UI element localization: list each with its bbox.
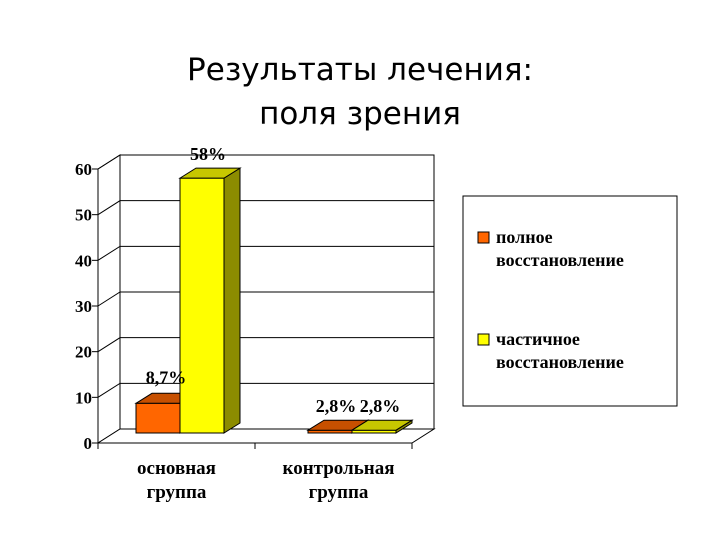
bar-front xyxy=(135,402,181,434)
legend-label: полное xyxy=(496,227,553,247)
category-label: основная xyxy=(137,458,216,479)
legend-label: частичное xyxy=(496,329,580,349)
bar-partial-control xyxy=(350,419,414,434)
category-label: группа xyxy=(309,482,369,503)
y-tick-label: 60 xyxy=(75,160,92,179)
bar-top xyxy=(178,167,242,179)
bar-top xyxy=(350,419,414,431)
y-tick-label: 40 xyxy=(75,251,92,270)
y-tick-label: 50 xyxy=(75,206,92,225)
y-tick-label: 20 xyxy=(75,343,92,362)
legend-swatch xyxy=(477,231,490,244)
data-label: 8,7% xyxy=(146,367,187,387)
legend-swatch xyxy=(477,333,490,346)
category-label: контрольная xyxy=(283,458,395,479)
y-tick-label: 0 xyxy=(84,434,93,453)
gridline xyxy=(97,382,434,398)
title-line-1: Результаты лечения: xyxy=(187,52,533,88)
legend-box xyxy=(462,195,678,407)
gridline xyxy=(97,154,434,170)
legend-label: восстановление xyxy=(496,250,624,270)
bar-front xyxy=(179,177,225,434)
y-tick-label: 10 xyxy=(75,388,92,407)
bar-partial-main xyxy=(178,167,242,434)
data-label: 2,8% xyxy=(316,396,357,416)
gridline xyxy=(97,291,434,307)
gridline xyxy=(97,337,434,353)
slide-title: Результаты лечения: поля зрения xyxy=(0,48,720,136)
title-line-2: поля зрения xyxy=(259,96,461,132)
gridline xyxy=(97,245,434,261)
data-label: 2,8% xyxy=(360,396,401,416)
legend-label: восстановление xyxy=(496,352,624,372)
category-label: группа xyxy=(147,482,207,503)
gridline xyxy=(97,200,434,216)
data-label: 58% xyxy=(190,144,226,164)
y-tick-label: 30 xyxy=(75,297,92,316)
bar-side xyxy=(223,167,241,434)
